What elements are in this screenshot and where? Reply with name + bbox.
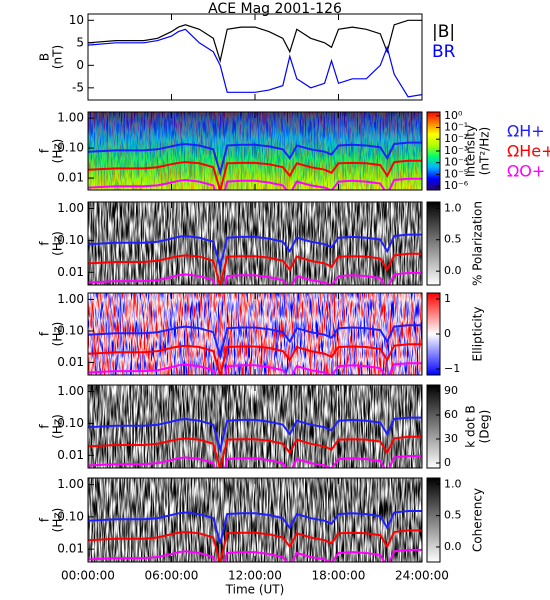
gyro-line bbox=[88, 272, 422, 285]
gyro-line bbox=[88, 343, 422, 375]
y-tick-label: 0.10 bbox=[57, 233, 84, 247]
colorbar-tick-label: 0 bbox=[444, 327, 451, 340]
y-axis-label: f bbox=[38, 241, 52, 246]
gyro-line bbox=[88, 548, 422, 562]
data-line bbox=[88, 28, 422, 98]
y-axis-label: (Hz) bbox=[51, 508, 65, 533]
gyro-line bbox=[88, 529, 422, 562]
legend-label: ΩO+ bbox=[507, 162, 545, 181]
legend-label: ΩH+ bbox=[507, 122, 545, 141]
y-tick-label: 0.01 bbox=[57, 355, 84, 369]
gyro-line bbox=[88, 233, 422, 271]
colorbar-tick-label: 10⁻⁶ bbox=[444, 179, 469, 192]
colorbar-label: % Polarization bbox=[471, 201, 485, 286]
x-axis-label: Time (UT) bbox=[225, 583, 285, 597]
data-line bbox=[88, 19, 422, 64]
colorbar-label: k dot B bbox=[464, 405, 478, 447]
colorbar bbox=[426, 201, 441, 286]
gyro-line bbox=[88, 435, 422, 468]
y-axis-label: (Hz) bbox=[51, 414, 65, 439]
colorbar bbox=[426, 384, 441, 469]
y-tick-label: 0.01 bbox=[57, 448, 84, 462]
x-tick-label: 00:00:00 bbox=[61, 569, 115, 583]
y-tick-label: 1.00 bbox=[57, 292, 84, 306]
y-axis-label: (Hz) bbox=[51, 139, 65, 164]
colorbar-tick-label: 10⁻⁵ bbox=[444, 167, 468, 180]
y-tick-label: -5 bbox=[72, 80, 84, 94]
colorbar-tick-label: 10⁻¹ bbox=[444, 121, 468, 134]
colorbar bbox=[426, 477, 441, 563]
y-tick-label: 1.00 bbox=[57, 201, 84, 215]
gyro-line bbox=[88, 324, 422, 361]
gyro-line bbox=[88, 252, 422, 285]
y-axis-label: (Hz) bbox=[51, 231, 65, 256]
y-tick-label: 0 bbox=[76, 58, 84, 72]
colorbar-tick-label: 1 bbox=[444, 292, 451, 305]
gyro-line bbox=[88, 141, 422, 177]
y-tick-label: 1.00 bbox=[57, 111, 84, 125]
colorbar-tick-label: 10⁻³ bbox=[444, 144, 468, 157]
gyro-line bbox=[88, 455, 422, 468]
y-tick-label: 10 bbox=[69, 13, 84, 27]
colorbar-tick-label: 30 bbox=[444, 432, 458, 445]
colorbar-tick-label: 1.0 bbox=[444, 477, 462, 490]
gyro-line bbox=[88, 510, 422, 544]
gyro-line bbox=[88, 159, 422, 190]
x-tick-label: 18:00:00 bbox=[312, 569, 366, 583]
y-axis-label: f bbox=[38, 148, 52, 153]
colorbar-tick-label: 10⁰ bbox=[444, 109, 463, 122]
colorbar-tick-label: 10⁻² bbox=[444, 132, 468, 145]
y-tick-label: 0.01 bbox=[57, 542, 84, 556]
colorbar-label: (nT²/Hz) bbox=[478, 127, 492, 175]
y-tick-label: 0.01 bbox=[57, 171, 84, 185]
y-tick-label: 1.00 bbox=[57, 384, 84, 398]
gyro-line bbox=[88, 362, 422, 375]
colorbar-tick-label: 0.5 bbox=[444, 509, 462, 522]
y-axis-label: f bbox=[38, 424, 52, 429]
y-tick-label: 0.01 bbox=[57, 265, 84, 279]
colorbar-tick-label: 1.0 bbox=[444, 201, 462, 214]
colorbar-tick-label: 0.0 bbox=[444, 264, 462, 277]
gyro-line bbox=[88, 416, 422, 454]
colorbar-tick-label: 90 bbox=[444, 384, 458, 397]
legend-label: ΩHe+ bbox=[507, 142, 550, 161]
x-tick-label: 06:00:00 bbox=[145, 569, 199, 583]
y-axis-label: (Hz) bbox=[51, 322, 65, 347]
y-tick-label: 0.10 bbox=[57, 141, 84, 155]
y-tick-label: 0.10 bbox=[57, 509, 84, 523]
colorbar-tick-label: 0.5 bbox=[444, 233, 462, 246]
colorbar-label: Ellipticity bbox=[471, 307, 485, 362]
legend-label: |B| bbox=[432, 22, 455, 42]
colorbar-tick-label: 60 bbox=[444, 408, 458, 421]
legend-label: BR bbox=[432, 42, 456, 62]
colorbar-tick-label: −1 bbox=[444, 362, 460, 375]
y-axis-label: f bbox=[38, 517, 52, 522]
y-axis-label: B bbox=[38, 53, 52, 61]
y-tick-label: 0.10 bbox=[57, 323, 84, 337]
y-axis-label: f bbox=[38, 331, 52, 336]
y-tick-label: 5 bbox=[76, 35, 84, 49]
x-tick-label: 24:00:00 bbox=[395, 569, 449, 583]
colorbar-tick-label: 0 bbox=[444, 456, 451, 469]
gyro-line bbox=[88, 177, 422, 190]
y-tick-label: 0.10 bbox=[57, 416, 84, 430]
colorbar-label: Intensity bbox=[464, 125, 478, 177]
x-tick-label: 12:00:00 bbox=[228, 569, 282, 583]
colorbar-tick-label: 10⁻⁴ bbox=[444, 156, 469, 169]
y-axis-label: (nT) bbox=[51, 45, 65, 69]
colorbar-label: Coherency bbox=[471, 488, 485, 552]
colorbar-label: (Deg) bbox=[478, 410, 492, 444]
y-tick-label: 1.00 bbox=[57, 477, 84, 491]
colorbar-tick-label: 0.0 bbox=[444, 540, 462, 553]
chart-title: ACE Mag 2001-126 bbox=[208, 1, 342, 17]
